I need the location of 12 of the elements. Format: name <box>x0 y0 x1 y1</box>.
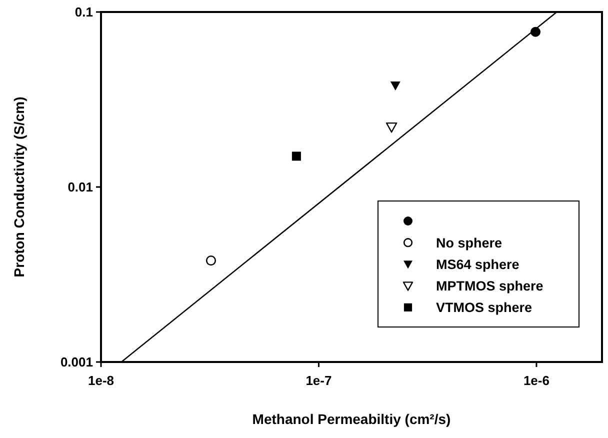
x-tick-label: 1e-8 <box>88 373 114 388</box>
legend-label: No sphere <box>436 235 503 250</box>
legend-label: MPTMOS sphere <box>436 278 544 294</box>
y-tick-label: 0.1 <box>74 4 93 20</box>
x-tick-label: 1e-7 <box>306 373 332 388</box>
legend-label: MS64 sphere <box>436 256 520 272</box>
y-axis-title: Proton Conductivity (S/cm) <box>11 96 27 278</box>
x-axis-title: Methanol Permeabiltiy (cm²/s) <box>252 411 451 427</box>
legend-label: VTMOS sphere <box>436 300 533 316</box>
x-tick-label: 1e-6 <box>523 373 550 388</box>
y-tick-label: 0.01 <box>68 180 93 195</box>
y-tick-label: 0.001 <box>60 354 93 370</box>
